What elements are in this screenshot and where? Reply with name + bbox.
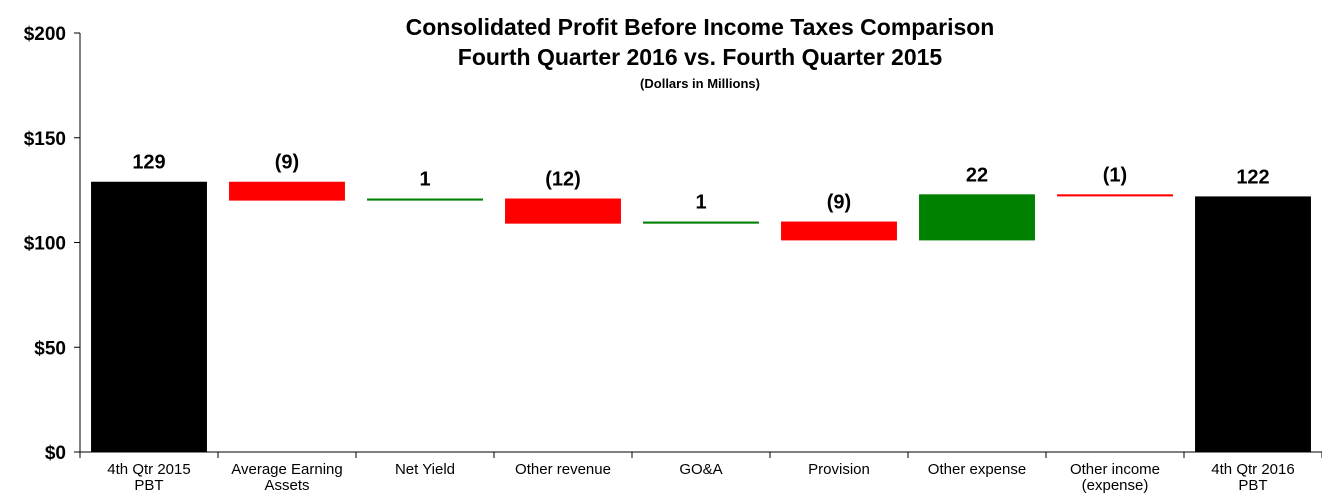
category-label: Average Earning: [231, 461, 342, 478]
bar: [1057, 194, 1173, 197]
category-label: PBT: [134, 477, 163, 494]
data-label: (1): [1103, 164, 1127, 186]
category-label: PBT: [1238, 477, 1267, 494]
bar: [1195, 196, 1311, 452]
bar: [919, 194, 1035, 241]
y-tick-label: $200: [24, 24, 66, 45]
bar: [229, 181, 345, 201]
data-label: (12): [545, 169, 581, 191]
data-label: 1: [419, 169, 430, 191]
category-label: GO&A: [679, 461, 722, 478]
category-label: 4th Qtr 2016: [1211, 461, 1294, 478]
data-label: 1: [695, 192, 706, 214]
bar: [91, 181, 207, 452]
data-label: 129: [132, 152, 165, 174]
chart-title: Consolidated Profit Before Income Taxes …: [405, 14, 995, 40]
category-label: Other income: [1070, 461, 1160, 478]
category-label: Other expense: [928, 461, 1026, 478]
data-label: 22: [966, 164, 988, 186]
bar: [367, 198, 483, 201]
bar: [781, 221, 897, 241]
data-label: 122: [1236, 166, 1269, 188]
y-tick-label: $150: [24, 129, 66, 150]
bar: [505, 198, 621, 224]
category-label: Net Yield: [395, 461, 455, 478]
y-tick-label: $0: [45, 443, 66, 464]
chart-units-note: (Dollars in Millions): [640, 76, 760, 91]
category-label: Other revenue: [515, 461, 611, 478]
chart-subtitle: Fourth Quarter 2016 vs. Fourth Quarter 2…: [457, 44, 943, 70]
category-label: (expense): [1082, 477, 1149, 494]
category-label: Assets: [264, 477, 309, 494]
category-label: 4th Qtr 2015: [107, 461, 190, 478]
bar: [643, 221, 759, 224]
category-label: Provision: [808, 461, 870, 478]
data-label: (9): [275, 152, 299, 174]
y-tick-label: $100: [24, 234, 66, 255]
data-label: (9): [827, 192, 851, 214]
y-tick-label: $50: [34, 338, 66, 359]
